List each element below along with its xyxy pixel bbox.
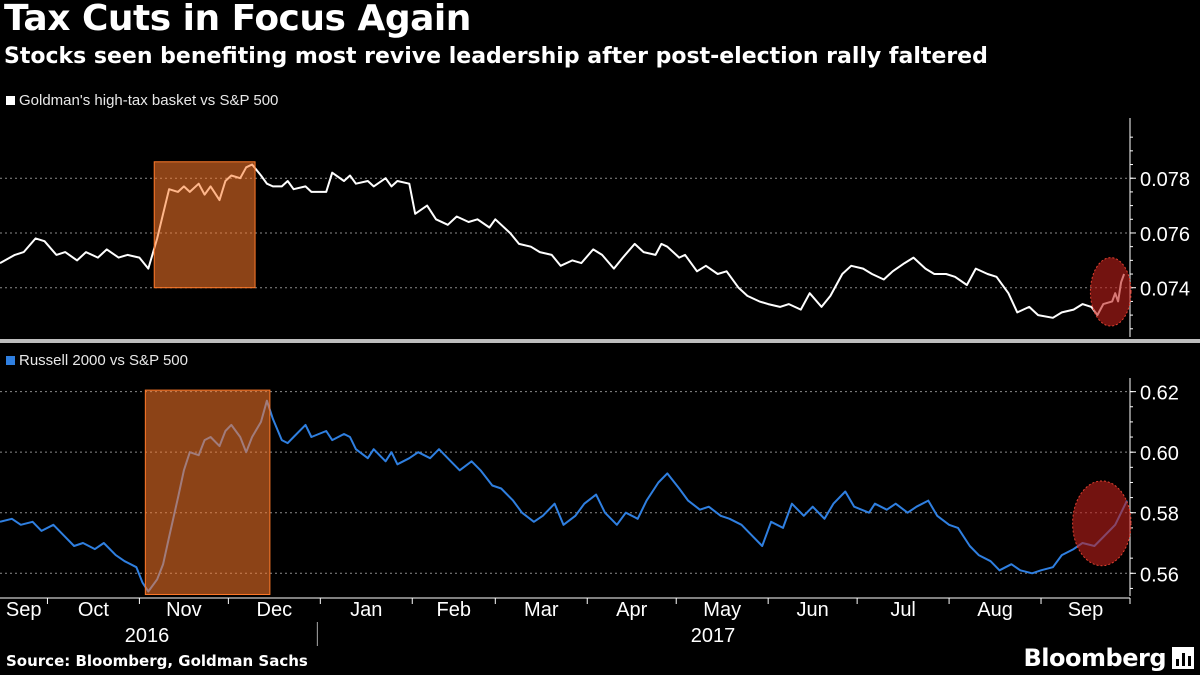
highlight-box	[144, 389, 271, 595]
x-tick-label: Jul	[890, 599, 916, 621]
x-tick-label: Apr	[616, 599, 647, 621]
x-tick-label: Sep	[1068, 599, 1104, 621]
chart-title: Tax Cuts in Focus Again	[4, 0, 471, 39]
x-tick-label: Feb	[437, 599, 471, 621]
year-label: 2017	[691, 625, 736, 647]
y-tick-label: 0.60	[1140, 443, 1179, 465]
x-tick-label: Jun	[797, 599, 829, 621]
panel-divider	[0, 339, 1200, 343]
highlight-box	[153, 161, 256, 289]
legend-bottom: Russell 2000 vs S&P 500	[6, 352, 188, 369]
x-axis: Sep Oct Nov Dec Jan Feb Mar Apr May Jun Jul Aug Sep 2…	[0, 597, 1131, 647]
chart-panel-1: 0.56 0.58 0.60 0.62	[0, 378, 1179, 596]
x-tick-label: Aug	[977, 599, 1013, 621]
legend-label-bottom: Russell 2000 vs S&P 500	[19, 352, 188, 369]
x-tick-label: May	[703, 599, 741, 621]
legend-swatch-top	[6, 96, 15, 105]
y-tick-label: 0.62	[1140, 383, 1179, 405]
chart-panel-0: 0.074 0.076 0.078	[0, 118, 1190, 337]
x-tick-label: Mar	[524, 599, 559, 621]
legend-swatch-bottom	[6, 356, 15, 365]
legend-top: Goldman's high-tax basket vs S&P 500	[6, 92, 278, 109]
highlight-circle	[1072, 480, 1132, 567]
x-tick-label: Dec	[257, 599, 293, 621]
highlight-circle	[1089, 257, 1132, 327]
x-tick-label: Sep	[6, 599, 42, 621]
year-label: 2016	[125, 625, 170, 647]
y-tick-label: 0.074	[1140, 279, 1190, 301]
y-tick-label: 0.076	[1140, 224, 1190, 246]
y-tick-label: 0.56	[1140, 564, 1179, 586]
chart-subtitle: Stocks seen benefiting most revive leade…	[4, 44, 988, 69]
y-tick-label: 0.078	[1140, 169, 1190, 191]
bloomberg-logo: Bloomberg	[1023, 644, 1167, 672]
x-tick-label: Nov	[166, 599, 202, 621]
y-tick-label: 0.58	[1140, 504, 1179, 526]
chart-logo-icon	[1172, 647, 1194, 669]
x-tick-label: Jan	[350, 599, 382, 621]
x-tick-label: Oct	[78, 599, 110, 621]
legend-label-top: Goldman's high-tax basket vs S&P 500	[19, 92, 279, 109]
source-note: Source: Bloomberg, Goldman Sachs	[6, 652, 308, 670]
